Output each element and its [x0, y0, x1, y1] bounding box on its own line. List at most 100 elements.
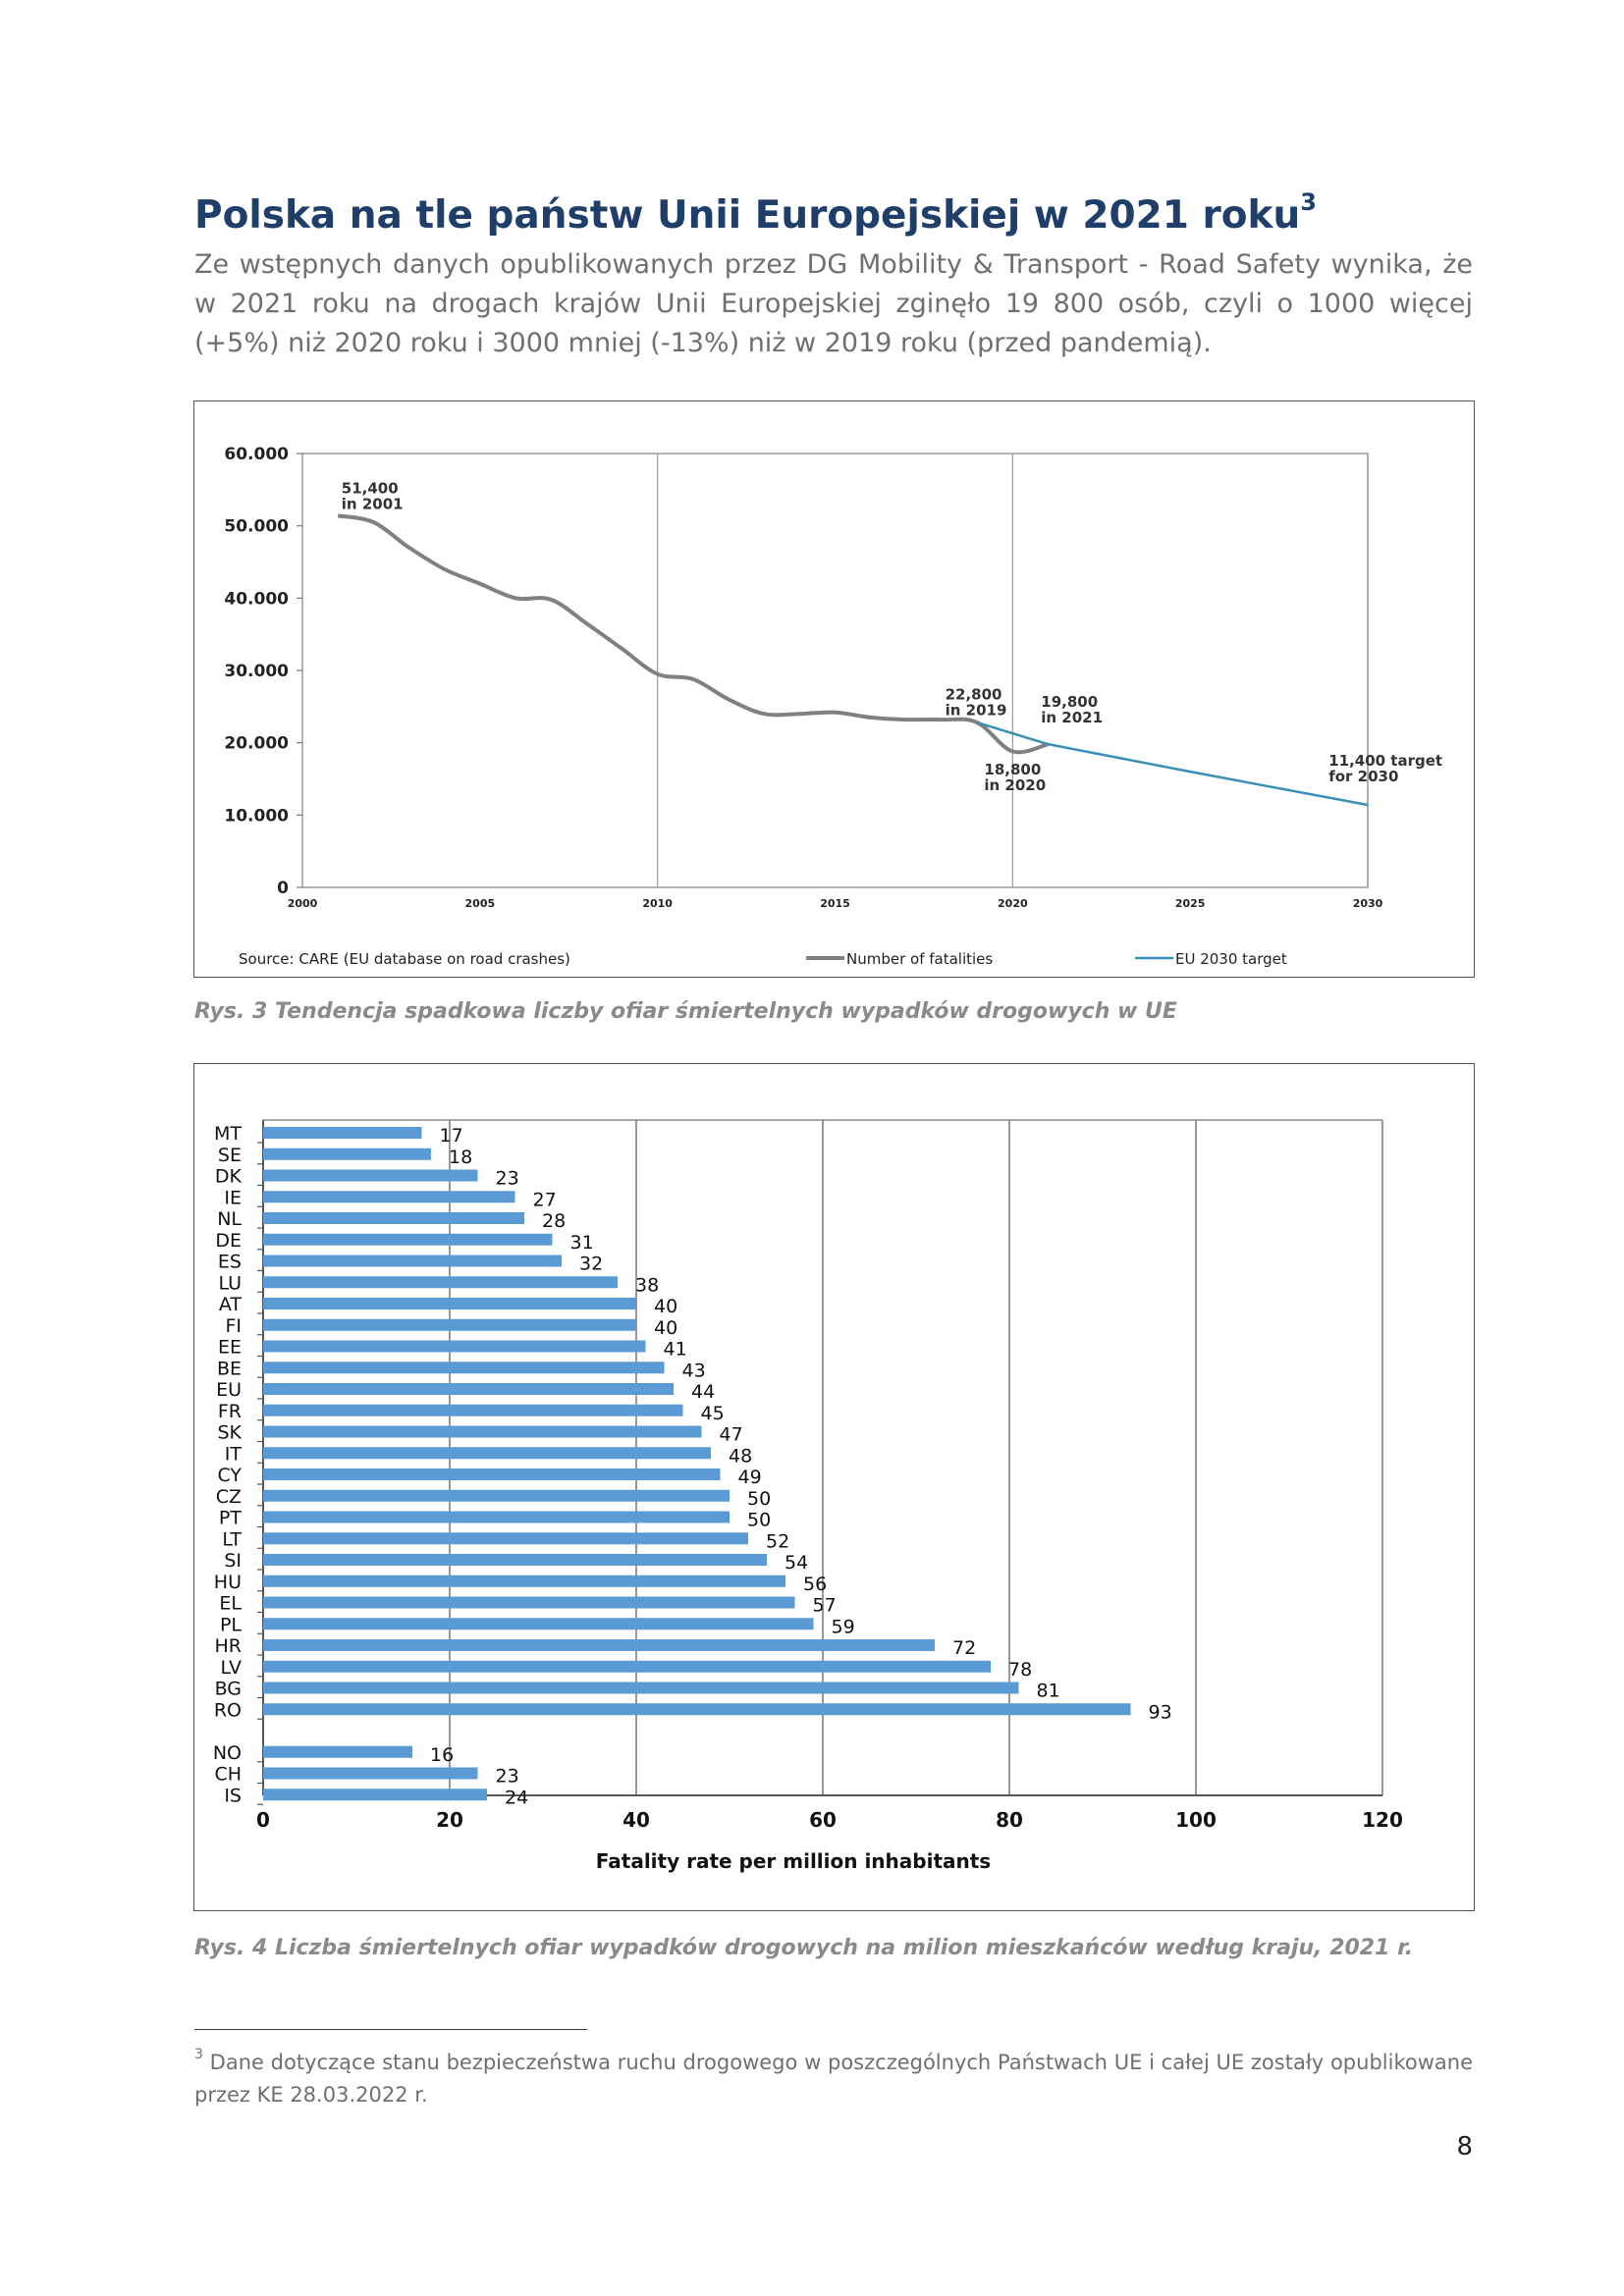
bar-BG	[263, 1682, 1019, 1694]
bar-RO	[263, 1703, 1131, 1716]
value-label-FR: 45	[701, 1403, 725, 1424]
value-label-FI: 40	[654, 1317, 677, 1339]
category-label-DE: DE	[215, 1230, 242, 1252]
value-label-CZ: 50	[747, 1488, 771, 1510]
bar-ES	[263, 1255, 562, 1267]
category-label-HU: HU	[214, 1572, 242, 1593]
bar-IE	[263, 1191, 515, 1203]
category-label-LV: LV	[221, 1657, 243, 1679]
value-label-CH: 23	[496, 1766, 519, 1788]
category-label-CH: CH	[214, 1764, 242, 1786]
category-label-EU: EU	[216, 1379, 242, 1401]
value-label-SI: 54	[785, 1552, 808, 1574]
value-label-ES: 32	[579, 1254, 603, 1275]
category-label-IS: IS	[224, 1785, 242, 1806]
bar-MT	[263, 1127, 422, 1139]
annotation-label: in 2001	[342, 496, 404, 513]
x-tick-label: 80	[996, 1808, 1023, 1832]
footnote-separator	[194, 2029, 587, 2030]
bar-CZ	[263, 1489, 730, 1502]
category-label-FR: FR	[218, 1401, 242, 1422]
footnote-text: Dane dotyczące stanu bezpieczeństwa ruch…	[194, 2051, 1473, 2107]
category-label-DK: DK	[215, 1166, 243, 1188]
x-tick-label: 100	[1175, 1808, 1217, 1832]
value-label-EE: 41	[664, 1339, 687, 1361]
plot-frame	[301, 453, 1369, 888]
y-tick-label: 0	[277, 879, 289, 898]
category-label-MT: MT	[214, 1123, 242, 1145]
category-label-SE: SE	[218, 1145, 242, 1166]
bar-HU	[263, 1575, 785, 1587]
value-label-BE: 43	[682, 1360, 706, 1381]
y-tick-label: 10.000	[224, 806, 289, 826]
value-label-CY: 49	[738, 1467, 762, 1488]
value-label-HU: 56	[803, 1574, 827, 1595]
x-tick-label: 2020	[998, 897, 1028, 910]
bar-AT	[263, 1298, 636, 1309]
x-tick-label: 0	[256, 1808, 270, 1832]
bar-FI	[263, 1318, 636, 1331]
annotation-label: in 2021	[1041, 709, 1103, 726]
x-tick-label: 60	[809, 1808, 837, 1832]
fatalities-series-line	[337, 513, 1050, 755]
category-label-LU: LU	[218, 1272, 242, 1294]
x-tick-label: 2025	[1175, 897, 1206, 910]
footnote-marker: 3	[194, 2047, 203, 2062]
bar-PT	[263, 1511, 730, 1523]
value-label-BG: 81	[1037, 1681, 1060, 1702]
category-label-SI: SI	[224, 1550, 242, 1572]
value-label-NL: 28	[542, 1210, 566, 1232]
annotation-label: 19,800	[1041, 693, 1098, 711]
bar-CY	[263, 1468, 721, 1480]
x-tick-label: 2015	[820, 897, 850, 910]
footnote: 3 Dane dotyczące stanu bezpieczeństwa ru…	[194, 2042, 1473, 2111]
legend-label-target: EU 2030 target	[1175, 950, 1287, 968]
annotation-label: for 2030	[1328, 768, 1398, 785]
annotation-label: 51,400	[342, 480, 399, 498]
heading-footnote-ref: 3	[1300, 188, 1317, 216]
intro-paragraph: Ze wstępnych danych opublikowanych przez…	[194, 249, 1473, 358]
x-tick-label: 20	[436, 1808, 463, 1832]
bar-FR	[263, 1404, 683, 1416]
bar-SK	[263, 1425, 702, 1438]
x-tick-label: 40	[623, 1808, 650, 1832]
value-label-SE: 18	[449, 1147, 472, 1168]
value-label-MT: 17	[440, 1125, 463, 1147]
bar-NO	[263, 1745, 412, 1758]
category-label-EE: EE	[218, 1337, 242, 1359]
category-label-PL: PL	[220, 1614, 242, 1635]
value-label-PL: 59	[832, 1616, 855, 1637]
target-series-line	[976, 721, 1369, 807]
category-label-ES: ES	[218, 1252, 242, 1273]
bar-IT	[263, 1447, 711, 1460]
x-tick-label: 2005	[465, 897, 496, 910]
annotation-label: in 2019	[946, 701, 1007, 719]
category-label-FI: FI	[225, 1315, 242, 1337]
y-tick-label: 60.000	[224, 445, 289, 464]
fatality-rate-bar-chart: 0 20 40 60 80 100 120 MT 17 SE 18 DK 23 IE 27 NL 28 DE 31 E…	[193, 1063, 1475, 1911]
value-label-LV: 78	[1008, 1659, 1032, 1681]
fatality-rate-svg: 0 20 40 60 80 100 120 MT 17 SE 18 DK 23 IE 27 NL 28 DE 31 E…	[213, 1119, 1403, 1873]
bar-LU	[263, 1276, 618, 1289]
annotation-label: 18,800	[984, 761, 1041, 778]
bar-PL	[263, 1618, 814, 1630]
figure-4-caption: Rys. 4 Liczba śmiertelnych ofiar wypadkó…	[194, 1936, 1414, 1960]
page-number: 8	[1456, 2132, 1473, 2162]
category-label-HR: HR	[215, 1635, 243, 1657]
category-label-IT: IT	[225, 1443, 243, 1465]
legend-label-fatalities: Number of fatalities	[846, 950, 993, 968]
bar-SI	[263, 1554, 767, 1566]
value-label-DE: 31	[570, 1232, 594, 1254]
x-tick-label: 120	[1362, 1808, 1403, 1832]
bar-DE	[263, 1233, 553, 1246]
value-label-LU: 38	[635, 1274, 659, 1296]
fatalities-trend-svg: 0 10.000 20.000 30.000 40.000 50.000 60.000 200…	[224, 445, 1442, 968]
annotation-label: in 2020	[984, 776, 1046, 794]
category-label-CZ: CZ	[216, 1486, 242, 1508]
y-tick-label: 50.000	[224, 517, 289, 537]
bar-LT	[263, 1532, 748, 1545]
bar-IS	[263, 1789, 487, 1801]
source-note: Source: CARE (EU database on road crashe…	[239, 950, 570, 968]
bar-EU	[263, 1383, 674, 1395]
value-label-IE: 27	[533, 1189, 557, 1210]
